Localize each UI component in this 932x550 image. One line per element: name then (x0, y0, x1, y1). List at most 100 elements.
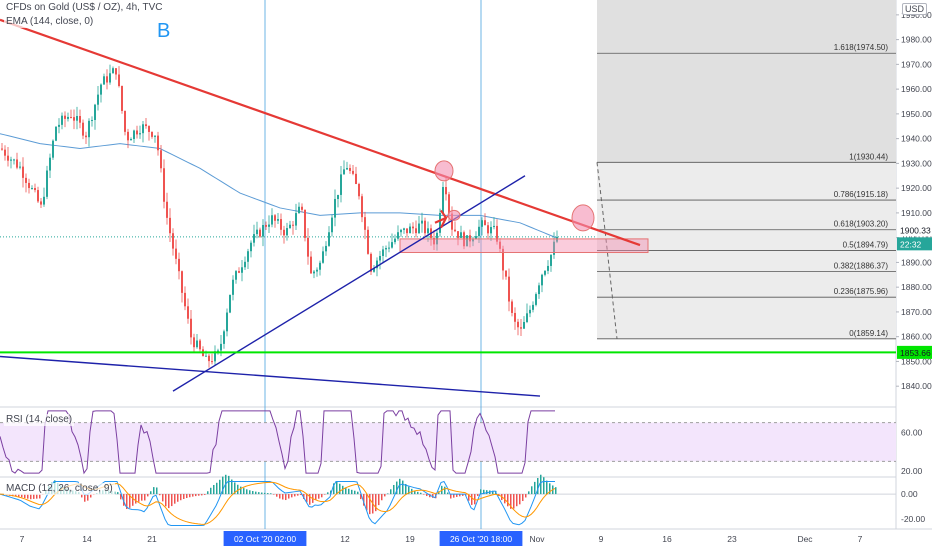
macd-histogram-bar (492, 490, 494, 495)
rsi-legend: RSI (14, close) (4, 414, 75, 426)
candle (211, 353, 213, 365)
candle (475, 231, 477, 240)
candle-body (364, 217, 366, 230)
macd-histogram-bar (306, 494, 308, 503)
currency-button[interactable]: USD (902, 3, 928, 15)
candle (403, 227, 405, 234)
candle-body (46, 170, 48, 197)
candle-body (424, 220, 426, 234)
candle (439, 208, 441, 237)
candle (94, 103, 96, 130)
candle (70, 109, 72, 119)
candle-body (505, 270, 507, 277)
macd-histogram-bar (414, 490, 416, 495)
candle-body (34, 187, 36, 191)
candle (538, 282, 540, 299)
candle-body (169, 217, 171, 234)
macd-histogram-bar (192, 494, 194, 497)
candle (397, 225, 399, 241)
candle-body (544, 270, 546, 275)
candle-body (13, 159, 15, 161)
candle (292, 221, 294, 235)
candle (163, 159, 165, 209)
candle-body (343, 169, 345, 175)
candle-body (508, 276, 510, 302)
macd-histogram-bar (444, 486, 446, 495)
candle (49, 153, 51, 179)
macd-histogram-bar (237, 484, 239, 495)
macd-histogram-bar (459, 494, 461, 497)
candle-body (259, 229, 261, 237)
candle (28, 178, 30, 194)
macd-histogram-bar (204, 494, 206, 495)
candle-body (517, 321, 519, 328)
price-tick-label: 1950.00 (901, 109, 932, 119)
candle (535, 292, 537, 307)
macd-histogram-bar (342, 485, 344, 495)
candle (319, 260, 321, 276)
macd-histogram-bar (300, 494, 302, 496)
candle-body (28, 182, 30, 189)
candle-body (124, 110, 126, 132)
macd-histogram-bar (177, 494, 179, 502)
candle-body (490, 227, 492, 234)
price-tick-label: 1930.00 (901, 158, 932, 168)
macd-histogram-bar (534, 481, 536, 495)
candle-body (244, 261, 246, 268)
candle (37, 186, 39, 203)
candle-body (484, 220, 486, 226)
macd-histogram-bar (360, 494, 362, 500)
candle-body (412, 226, 414, 229)
candle-body (292, 224, 294, 226)
candle (1, 142, 3, 151)
time-tick-label: 26 Oct '20 18:00 (450, 534, 512, 544)
candle-body (151, 131, 153, 137)
candle (10, 156, 12, 169)
candle-body (373, 268, 375, 272)
candle (151, 131, 153, 139)
macd-histogram-bar (387, 493, 389, 495)
candlestick-series (1, 64, 558, 368)
candle-body (433, 237, 435, 245)
macd-histogram-bar (393, 484, 395, 495)
candle (358, 182, 360, 200)
candle-body (52, 140, 54, 158)
candle-body (352, 170, 354, 174)
candle (301, 203, 303, 213)
macd-histogram-bar (354, 490, 356, 495)
macd-histogram-bar (144, 494, 146, 501)
candle-body (523, 321, 525, 329)
macd-histogram-bar (87, 494, 89, 501)
macd-histogram-bar (420, 492, 422, 495)
candle-body (415, 228, 417, 234)
macd-histogram-bar (315, 494, 317, 500)
candle-body (496, 225, 498, 242)
candle (169, 208, 171, 242)
macd-histogram-bar (138, 494, 140, 502)
candle-body (55, 126, 57, 141)
candle (106, 69, 108, 90)
rsi-pane (0, 410, 896, 475)
countdown-label-bg (897, 237, 932, 251)
candle (271, 208, 273, 228)
candle-body (118, 74, 120, 87)
macd-histogram-bar (543, 477, 545, 495)
macd-histogram-bar (327, 492, 329, 495)
candle-body (67, 116, 69, 119)
time-tick-label: Nov (529, 534, 545, 544)
candle (67, 112, 69, 122)
macd-histogram-bar (231, 479, 233, 495)
price-tick-label: 1880.00 (901, 282, 932, 292)
macd-histogram-bar (150, 491, 152, 495)
candle (424, 217, 426, 238)
candle-body (313, 271, 315, 274)
macd-histogram-bar (321, 494, 323, 498)
fib-level-label: 0.786(1915.18) (834, 190, 889, 199)
candle (466, 235, 468, 247)
candle-body (73, 117, 75, 121)
candle (511, 299, 513, 317)
candle (52, 139, 54, 160)
candle-body (226, 312, 228, 332)
macd-histogram-bar (201, 494, 203, 496)
